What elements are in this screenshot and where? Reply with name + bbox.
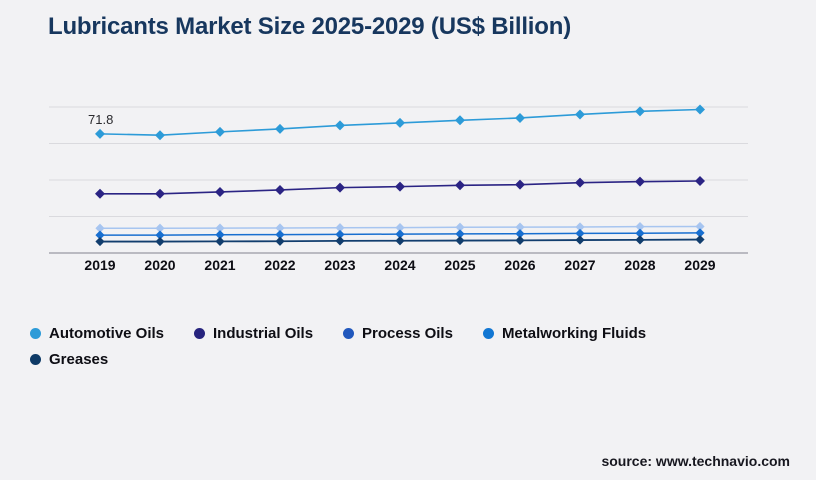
data-point-marker xyxy=(635,106,645,117)
data-point-marker xyxy=(635,176,645,187)
data-point-marker xyxy=(155,236,165,247)
data-point-marker xyxy=(275,123,285,134)
data-point-marker xyxy=(695,234,705,245)
data-point-marker xyxy=(275,223,285,233)
legend-item-industrial-oils: Industrial Oils xyxy=(194,322,313,345)
legend-label: Industrial Oils xyxy=(213,325,314,342)
data-point-marker xyxy=(155,230,165,240)
legend-dot-icon xyxy=(30,328,41,339)
data-point-marker xyxy=(635,228,645,238)
legend-label: Process Oils xyxy=(362,325,453,342)
data-point-marker xyxy=(635,235,645,245)
x-axis-label: 2024 xyxy=(384,257,415,273)
data-point-marker xyxy=(335,182,345,193)
gridlines xyxy=(49,106,748,254)
data-point-marker xyxy=(695,228,705,238)
data-point-marker xyxy=(335,229,345,240)
legend-dot-icon xyxy=(194,328,206,339)
data-point-marker xyxy=(335,223,345,233)
data-point-marker xyxy=(155,188,165,199)
data-point-marker xyxy=(455,229,465,239)
data-point-marker xyxy=(215,230,225,240)
series-greases xyxy=(95,234,705,247)
x-axis-label: 2023 xyxy=(324,257,355,273)
x-axis-label: 2029 xyxy=(684,257,715,273)
data-point-marker xyxy=(455,115,465,126)
x-axis-label: 2028 xyxy=(624,257,655,273)
data-point-marker xyxy=(515,235,525,245)
legend-dot-icon xyxy=(482,328,494,339)
data-point-marker xyxy=(575,109,585,120)
series-automotive-oils xyxy=(95,104,705,141)
data-point-marker xyxy=(275,184,285,195)
data-point-marker xyxy=(395,181,405,192)
data-point-marker xyxy=(575,235,585,245)
data-point-marker xyxy=(95,223,105,233)
legend-label: Automotive Oils xyxy=(49,325,165,342)
data-label: 71.8 xyxy=(88,112,113,127)
series-process-oils xyxy=(95,221,705,233)
data-point-marker xyxy=(575,222,585,232)
data-point-marker xyxy=(455,222,465,232)
data-point-marker xyxy=(95,236,105,247)
data-point-marker xyxy=(575,177,585,188)
data-point-marker xyxy=(695,104,705,115)
data-point-marker xyxy=(275,236,285,246)
data-point-marker xyxy=(575,228,585,239)
source-attribution: source: www.technavio.com xyxy=(601,453,790,469)
data-point-marker xyxy=(95,128,105,139)
x-axis-label: 2027 xyxy=(564,257,595,273)
data-point-marker xyxy=(215,186,225,197)
data-point-marker xyxy=(215,126,225,137)
data-point-marker xyxy=(635,222,645,232)
legend-dot-icon xyxy=(30,354,41,365)
data-point-marker xyxy=(335,120,345,131)
x-axis-label: 2019 xyxy=(84,257,115,273)
x-axis-label: 2025 xyxy=(444,257,475,273)
data-point-marker xyxy=(455,180,465,191)
x-axis-label: 2022 xyxy=(264,257,295,273)
x-axis-label: 2026 xyxy=(504,257,535,273)
data-point-marker xyxy=(695,221,705,232)
legend-item-greases: Greases xyxy=(30,348,108,371)
x-axis-label: 2020 xyxy=(144,257,175,273)
data-point-marker xyxy=(395,236,405,246)
data-point-marker xyxy=(95,188,105,199)
legend-item-automotive-oils: Automotive Oils xyxy=(30,322,164,345)
legend-label: Metalworking Fluids xyxy=(501,325,647,342)
data-point-marker xyxy=(515,222,525,232)
chart-title: Lubricants Market Size 2025-2029 (US$ Bi… xyxy=(48,13,571,40)
data-point-marker xyxy=(155,130,165,141)
legend-item-process-oils: Process Oils xyxy=(343,322,453,345)
data-point-marker xyxy=(395,229,405,239)
data-point-marker xyxy=(215,236,225,246)
data-point-marker xyxy=(275,229,285,240)
data-point-marker xyxy=(155,223,165,233)
data-point-marker xyxy=(335,236,345,246)
x-axis-label: 2021 xyxy=(204,257,235,273)
data-point-marker xyxy=(455,235,465,246)
series-metalworking-fluids xyxy=(95,228,705,240)
legend-item-metalworking-fluids: Metalworking Fluids xyxy=(482,322,647,345)
data-point-marker xyxy=(215,223,225,233)
data-point-marker xyxy=(395,117,405,128)
legend-dot-icon xyxy=(343,328,355,339)
data-point-marker xyxy=(395,223,405,233)
data-point-marker xyxy=(95,230,105,240)
data-point-marker xyxy=(515,229,525,239)
legend-label: Greases xyxy=(49,351,109,368)
chart-legend: Automotive Oils Industrial Oils Process Oi… xyxy=(30,322,730,371)
series-industrial-oils xyxy=(95,175,705,199)
data-point-marker xyxy=(515,112,525,123)
data-point-marker xyxy=(515,179,525,190)
data-point-marker xyxy=(695,175,705,186)
x-axis-labels: 2019 2020 2021 2022 2023 2024 2025 2026 2027 2028… xyxy=(84,257,715,273)
